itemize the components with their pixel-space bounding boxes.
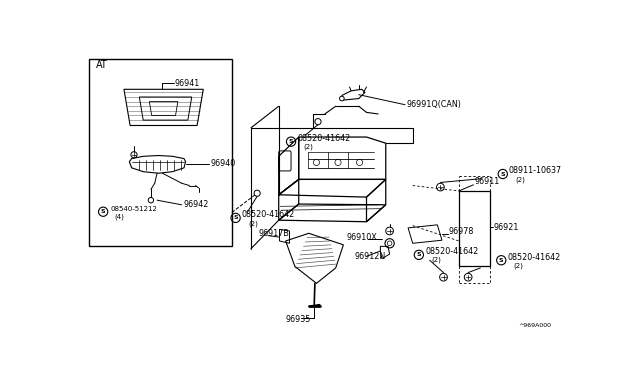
Text: 08520-41642: 08520-41642 [242,210,295,219]
Text: S: S [499,258,504,263]
Text: 96941: 96941 [175,78,200,88]
Text: 96917B: 96917B [259,229,289,238]
Text: 96911: 96911 [474,177,500,186]
Text: S: S [101,209,106,214]
Text: 96935: 96935 [285,315,311,324]
Bar [90,58,232,246]
Text: (2): (2) [431,257,441,263]
Text: 96991Q(CAN): 96991Q(CAN) [406,100,461,109]
Text: AT: AT [95,60,108,70]
Text: 08520-41642: 08520-41642 [508,253,561,262]
Circle shape [340,96,344,101]
Text: (4): (4) [114,213,124,219]
Circle shape [315,119,321,125]
Text: 08520-41642: 08520-41642 [425,247,478,256]
Text: 96912N: 96912N [355,252,386,261]
Text: 96978: 96978 [448,227,474,236]
Text: ^969A000: ^969A000 [518,323,551,328]
Text: 96921: 96921 [493,222,519,232]
Text: (2): (2) [248,220,258,227]
Text: S: S [234,215,238,220]
Text: S: S [417,252,421,257]
Circle shape [148,198,154,203]
Text: 08520-41642: 08520-41642 [297,134,351,143]
Text: (2): (2) [515,176,525,183]
Text: 96942: 96942 [183,200,209,209]
Text: (2): (2) [513,262,524,269]
Text: 08540-51212: 08540-51212 [110,206,157,212]
Text: (2): (2) [303,144,313,150]
Text: 96910X: 96910X [346,232,377,242]
Text: S: S [289,139,293,144]
Circle shape [254,190,260,196]
Text: 08911-10637: 08911-10637 [509,166,562,176]
Text: S: S [500,171,505,176]
Text: 96940: 96940 [210,160,236,169]
